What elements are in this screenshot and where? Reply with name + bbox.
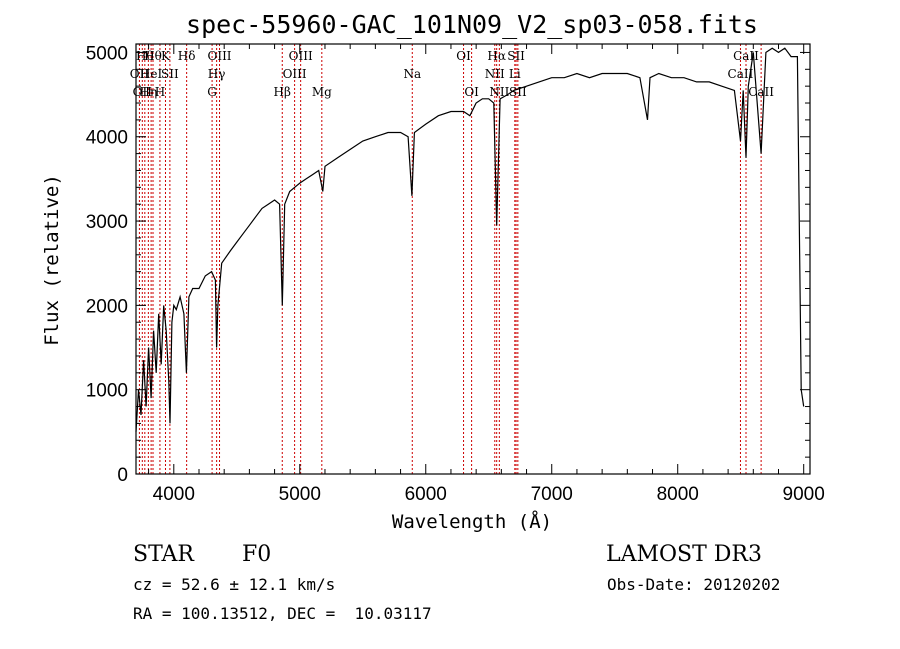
spectral-line-label: Hδ — [178, 49, 196, 63]
spectral-line-label: Hβ — [274, 85, 291, 99]
y-tick-label: 1000 — [86, 381, 128, 402]
spectral-line-labels: OIIOIIHθHηHeIHθHKSIIHδGHγOIIIHβOIIIOIIIM… — [130, 49, 775, 99]
y-axis-ticks: 0 1000 2000 3000 4000 5000 — [86, 43, 810, 486]
spectral-line-label: OII — [133, 85, 153, 99]
spectral-line-label: OIII — [283, 67, 307, 81]
spectral-line-label: SII — [509, 85, 527, 99]
x-tick-label: 4000 — [153, 484, 195, 505]
spectral-line-label: OI — [464, 85, 479, 99]
spectral-line-label: OII — [130, 67, 150, 81]
survey-name: LAMOST DR3 — [606, 542, 762, 567]
redshift-text: cz = 52.6 ± 12.1 km/s — [133, 575, 335, 594]
spectral-line-label: CaII — [748, 85, 774, 99]
x-tick-label: 9000 — [783, 484, 825, 505]
x-axis-label: Wavelength (Å) — [392, 510, 552, 533]
object-class: STAR — [133, 542, 195, 567]
y-tick-label: 4000 — [86, 128, 128, 149]
spectral-line-label: NII — [489, 85, 509, 99]
spectral-line-label: Mg — [312, 85, 332, 99]
y-tick-label: 3000 — [86, 212, 128, 233]
coordinates-text: RA = 100.13512, DEC = 10.03117 — [133, 604, 432, 623]
spectral-line-markers — [138, 44, 762, 474]
x-axis-ticks: 4000 5000 6000 7000 8000 9000 — [148, 44, 825, 505]
spectral-line-label: HeI — [140, 67, 163, 81]
spectral-line-label: H — [155, 85, 165, 99]
x-tick-label: 5000 — [279, 484, 321, 505]
spectral-line-label: Hη — [140, 85, 158, 99]
spectral-line-label: OI — [456, 49, 471, 63]
spectral-line-label: CaII — [728, 67, 754, 81]
spectral-line-label: Hα — [487, 49, 506, 63]
spectral-line-label: Hγ — [208, 67, 226, 81]
object-subclass: F0 — [242, 542, 271, 567]
spectral-line-label: SII — [161, 67, 179, 81]
chart-title: spec-55960-GAC_101N09_V2_sp03-058.fits — [186, 10, 758, 39]
spectrum-series-line — [135, 47, 805, 432]
spectral-line-label: Li — [509, 67, 521, 81]
y-axis-label: Flux (relative) — [41, 174, 63, 346]
y-tick-label: 5000 — [86, 43, 128, 64]
spectral-line-label: NII — [485, 67, 505, 81]
plot-frame — [135, 43, 811, 475]
obs-date-text: Obs-Date: 20120202 — [607, 575, 780, 594]
y-tick-label: 2000 — [86, 296, 128, 317]
spectral-line-label: CaII — [733, 49, 759, 63]
spectral-line-label: Na — [403, 67, 421, 81]
spectral-line-label: Hθ — [144, 49, 162, 63]
spectral-line-label: OIII — [207, 49, 231, 63]
y-tick-label: 0 — [117, 465, 128, 486]
spectral-line-label: K — [161, 49, 171, 63]
spectral-line-label: SII — [507, 49, 525, 63]
x-tick-label: 8000 — [657, 484, 699, 505]
x-tick-label: 7000 — [531, 484, 573, 505]
spectral-line-label: OIII — [289, 49, 313, 63]
spectral-line-label: G — [207, 85, 217, 99]
x-tick-label: 6000 — [405, 484, 447, 505]
